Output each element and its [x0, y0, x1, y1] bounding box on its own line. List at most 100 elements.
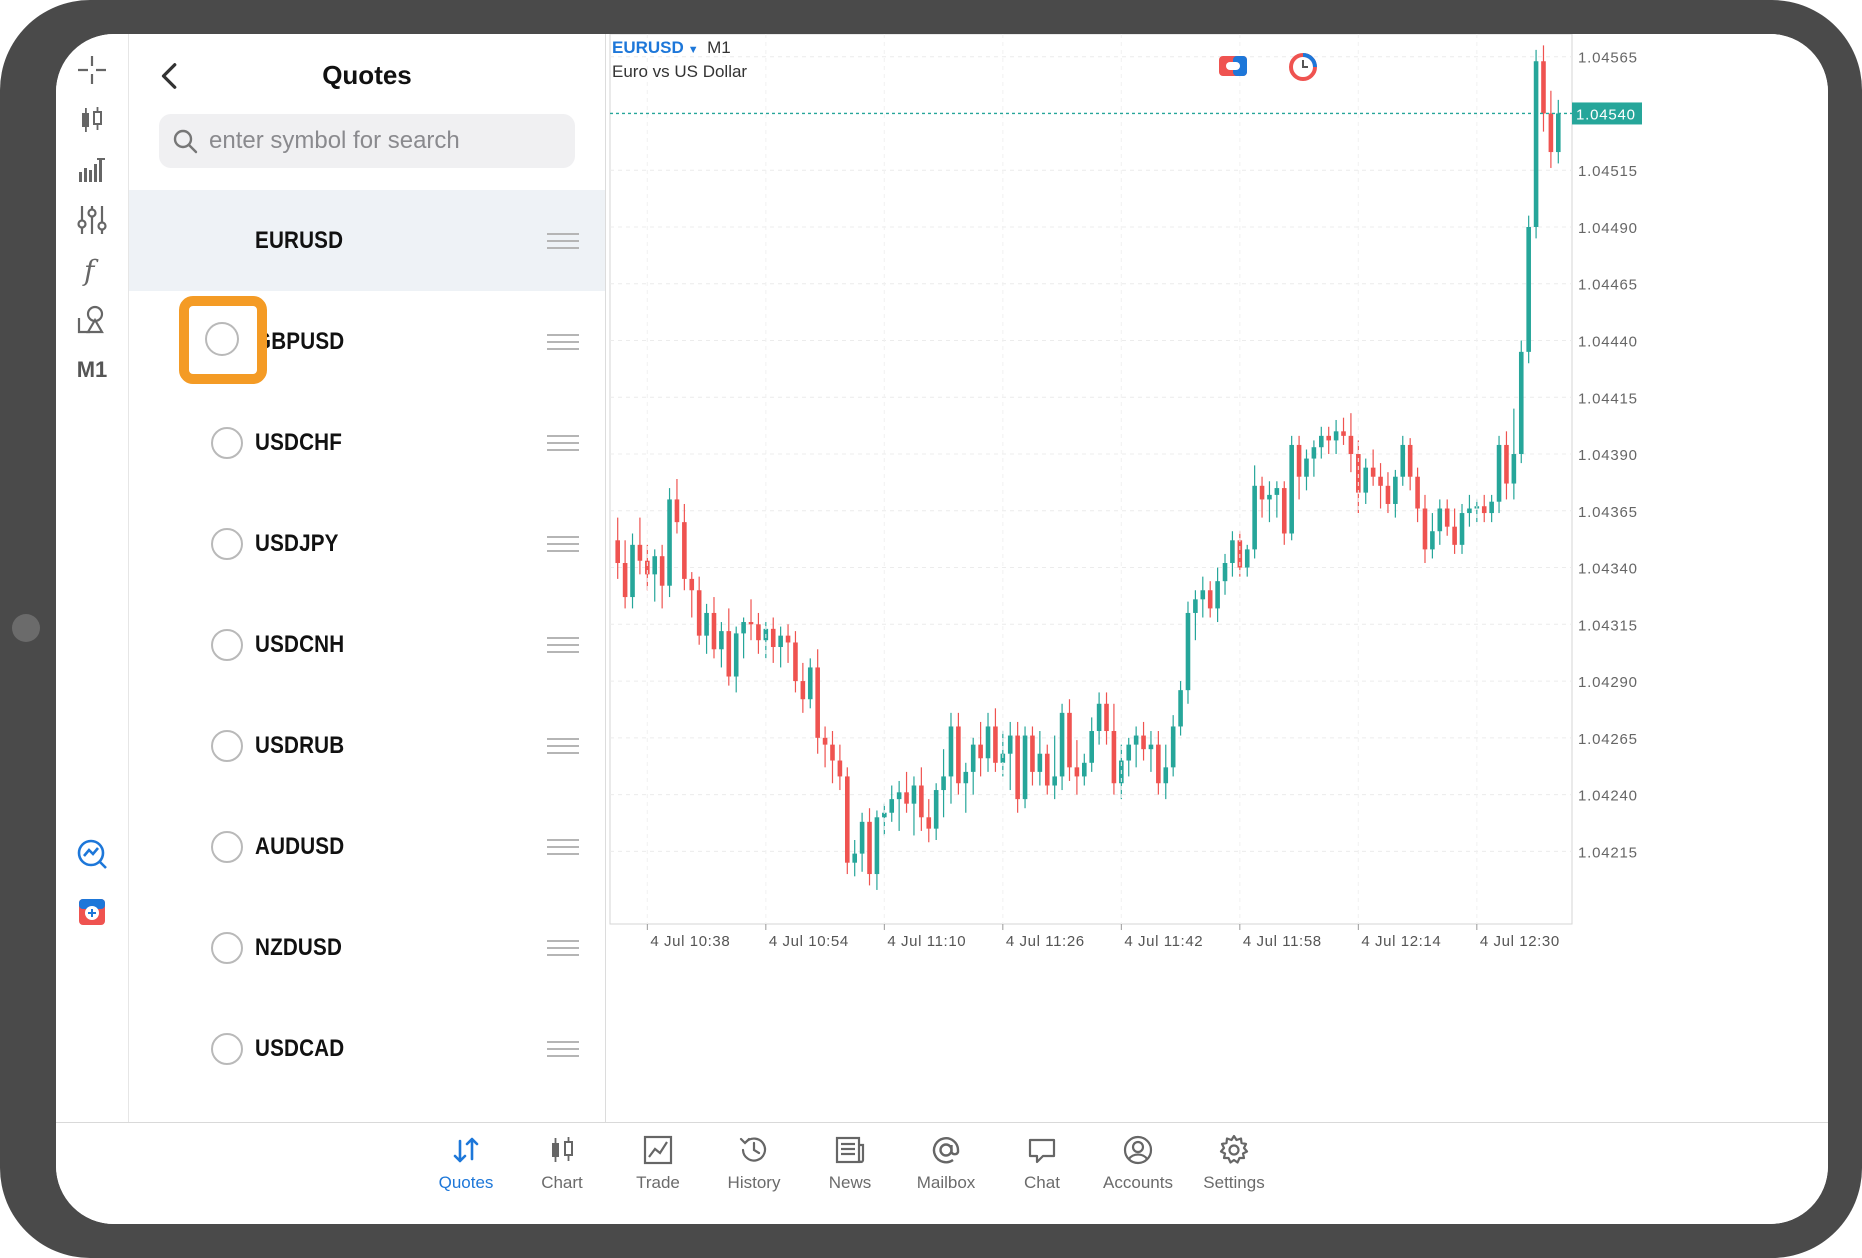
select-radio[interactable] [211, 628, 243, 661]
candle [1015, 721, 1020, 813]
home-button[interactable] [12, 614, 40, 642]
search-input[interactable] [207, 126, 571, 156]
candlestick-chart[interactable]: 1.04565 1.04515 1.04490 1.04465 1.04440 1.044… [606, 34, 1828, 1122]
candle-body [1356, 454, 1361, 493]
candle-body [726, 631, 732, 677]
candle [696, 576, 702, 645]
candle [1511, 408, 1517, 500]
one-click-trading-toggle-icon[interactable] [1218, 54, 1248, 78]
symbol-row-usdrub[interactable]: USDRUB [129, 695, 605, 796]
symbol-row-usdcnh[interactable]: USDCNH [129, 594, 605, 695]
candle-body [1252, 485, 1257, 550]
trading-session-clock-icon[interactable] [1288, 52, 1318, 82]
candle [1459, 503, 1465, 554]
candle-body [1341, 431, 1346, 436]
candle-body [1215, 581, 1220, 609]
candle [778, 626, 783, 668]
drag-handle-icon[interactable] [547, 636, 579, 653]
drag-handle-icon[interactable] [547, 737, 579, 754]
symbol-dropdown-icon[interactable]: ▼ [687, 44, 699, 56]
symbol-row-usdjpy[interactable]: USDJPY [129, 493, 605, 594]
drag-handle-icon[interactable] [547, 838, 579, 855]
candle [993, 708, 998, 772]
function-icon[interactable]: f [70, 248, 114, 292]
tab-chat[interactable]: Chat [994, 1133, 1090, 1213]
drag-handle-icon[interactable] [547, 434, 579, 451]
symbol-row-usdcad[interactable]: USDCAD [129, 998, 605, 1099]
candle-body [1400, 444, 1406, 477]
candle [1422, 494, 1428, 564]
settings-sliders-icon[interactable] [70, 198, 114, 242]
candle [904, 771, 909, 813]
time-tick-label: 4 Jul 11:42 [1124, 933, 1203, 950]
candle [1467, 494, 1472, 527]
candle [859, 812, 865, 872]
candle-body [1267, 494, 1272, 500]
candle-body [1459, 513, 1465, 545]
candle-body [1422, 508, 1428, 550]
drag-handle-icon[interactable] [547, 535, 579, 552]
candle-body [948, 726, 954, 777]
drag-handle-icon[interactable] [547, 939, 579, 956]
candle-body [963, 771, 969, 784]
select-radio[interactable] [211, 426, 243, 459]
candle-body [1526, 226, 1531, 352]
volume-bars-icon[interactable] [70, 148, 114, 192]
chevron-left-icon [161, 63, 177, 89]
select-radio[interactable] [211, 729, 243, 762]
drag-handle-icon[interactable] [547, 232, 579, 249]
candle [1207, 581, 1213, 618]
tab-chart[interactable]: Chart [514, 1133, 610, 1213]
one-click-trading-icon[interactable] [70, 890, 114, 934]
bottom-tab-bar: Quotes Chart Trade History News Mailbox [56, 1122, 1828, 1224]
tab-quotes[interactable]: Quotes [418, 1133, 514, 1213]
candle [1163, 744, 1169, 800]
chart-area[interactable]: 1.04565 1.04515 1.04490 1.04465 1.04440 1.044… [606, 34, 1828, 1122]
tab-accounts[interactable]: Accounts [1090, 1133, 1186, 1213]
chat-bubble-icon [1028, 1138, 1056, 1164]
candle-body [882, 812, 887, 818]
symbol-row-usdchf[interactable]: USDCHF [129, 392, 605, 493]
crosshair-icon[interactable] [70, 48, 114, 92]
tab-news[interactable]: News [802, 1133, 898, 1213]
quotes-panel: Quotes EURUSD GBPUSD USDCHF [129, 34, 606, 1122]
candle [933, 783, 939, 840]
drag-handle-icon[interactable] [547, 1040, 579, 1057]
select-radio[interactable] [211, 1032, 243, 1065]
timeframe-m1-button[interactable]: M1 [70, 348, 114, 392]
candle [822, 726, 828, 768]
back-button[interactable] [151, 56, 191, 96]
symbol-row-nzdusd[interactable]: NZDUSD [129, 897, 605, 998]
select-radio[interactable] [211, 830, 243, 863]
chart-symbol[interactable]: EURUSD [612, 38, 684, 57]
candle [1156, 731, 1161, 795]
candle-body [1059, 712, 1065, 777]
candle-body [733, 633, 739, 677]
candle [1030, 726, 1035, 786]
tab-history[interactable]: History [706, 1133, 802, 1213]
select-radio[interactable] [211, 527, 243, 560]
select-radio[interactable] [211, 931, 243, 964]
candle-body [926, 817, 932, 829]
trade-signals-icon[interactable] [70, 832, 114, 876]
highlighted-select-radio[interactable] [205, 322, 239, 356]
candles-icon[interactable] [70, 98, 114, 142]
candle [1267, 481, 1272, 523]
price-tick-label: 1.04290 [1578, 674, 1638, 691]
candle [1533, 49, 1539, 239]
drag-handle-icon[interactable] [547, 333, 579, 350]
candle-body [674, 499, 680, 523]
candle-body [1111, 731, 1117, 784]
candle-body [1015, 735, 1020, 800]
time-tick-label: 4 Jul 11:10 [887, 933, 966, 950]
symbol-search[interactable] [159, 114, 575, 168]
tab-settings[interactable]: Settings [1186, 1133, 1282, 1213]
symbol-row-eurusd[interactable]: EURUSD [129, 190, 605, 291]
candle-body [1156, 744, 1161, 784]
objects-icon[interactable] [70, 298, 114, 342]
price-tick-label: 1.04315 [1578, 617, 1638, 634]
candle-body [1430, 531, 1435, 550]
tab-trade[interactable]: Trade [610, 1133, 706, 1213]
symbol-row-audusd[interactable]: AUDUSD [129, 796, 605, 897]
tab-mailbox[interactable]: Mailbox [898, 1133, 994, 1213]
